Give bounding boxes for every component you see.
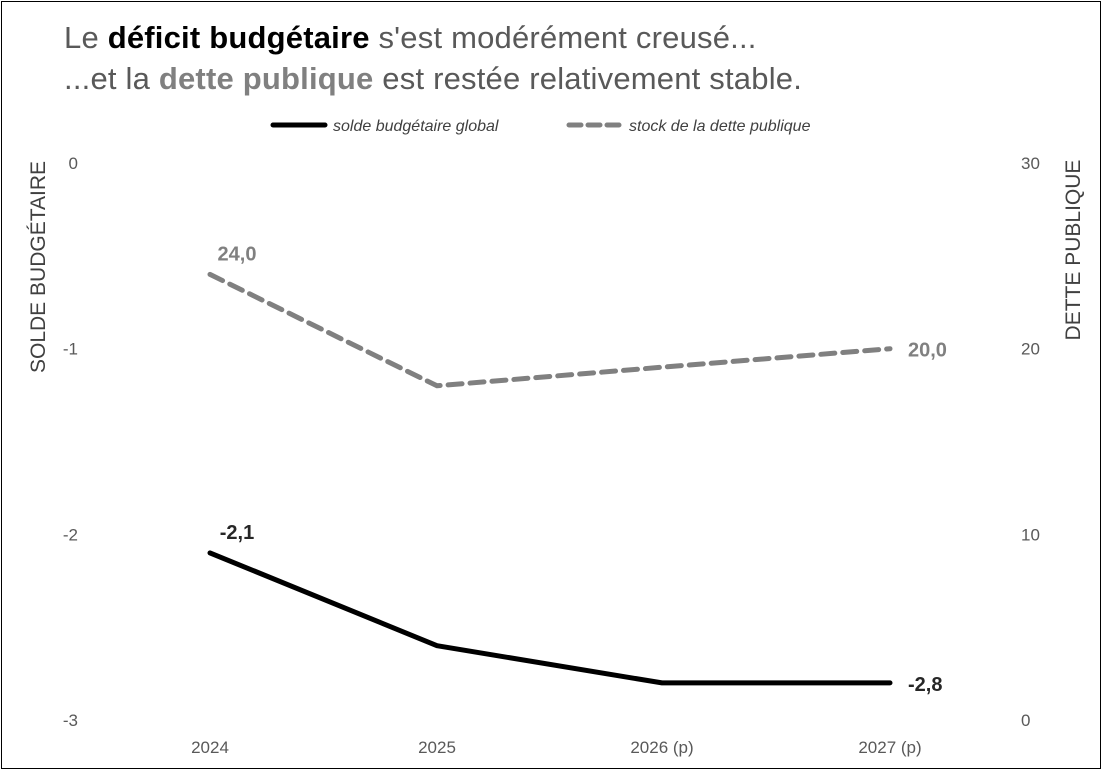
left-tick-label: 0: [69, 154, 78, 173]
right-axis-title: DETTE PUBLIQUE: [1062, 160, 1085, 341]
series-line-dette: [207, 271, 893, 389]
data-label: -2,8: [908, 674, 942, 696]
legend-label-dette: stock de la dette publique: [629, 118, 811, 135]
right-tick-label: 0: [1021, 711, 1030, 730]
data-label: -2,1: [220, 522, 254, 544]
right-tick-label: 30: [1021, 154, 1040, 173]
series-line-solde: [207, 550, 893, 686]
x-axis-ticks: 2024 2025 2026 (p) 2027 (p): [191, 738, 922, 757]
x-tick-label: 2026 (p): [630, 738, 693, 757]
x-tick-label: 2027 (p): [858, 738, 921, 757]
title-line-1-before: Le: [64, 20, 108, 55]
title-line-2-emphasis: dette publique: [158, 61, 374, 96]
title-line-2-before: ...et la: [64, 61, 159, 96]
title-line-1-after: s'est modérément creusé...: [369, 20, 757, 55]
data-label: 24,0: [218, 243, 257, 265]
right-tick-label: 20: [1021, 340, 1040, 359]
left-tick-label: -2: [63, 525, 78, 544]
right-axis-ticks: 30 20 10 0: [1021, 154, 1040, 730]
left-axis-ticks: 0 -1 -2 -3: [63, 154, 78, 730]
legend: solde budgétaire global stock de la dett…: [270, 118, 811, 135]
x-tick-label: 2025: [418, 738, 456, 757]
left-tick-label: -1: [63, 340, 78, 359]
title-line-1-emphasis: déficit budgétaire: [107, 20, 370, 55]
data-label: 20,0: [908, 340, 947, 362]
series-layer: [207, 271, 893, 686]
data-labels: -2,1 -2,8 24,0 20,0: [218, 243, 947, 695]
title-line-2: ...et la dette publique est restée relat…: [64, 61, 802, 97]
left-tick-label: -3: [63, 711, 78, 730]
right-tick-label: 10: [1021, 525, 1040, 544]
x-tick-label: 2024: [191, 738, 229, 757]
title-line-1: Le déficit budgétaire s'est modérément c…: [64, 20, 757, 56]
left-axis-title: SOLDE BUDGÉTAIRE: [27, 161, 50, 373]
legend-label-solde: solde budgétaire global: [333, 118, 499, 135]
title-line-2-after: est restée relativement stable.: [373, 61, 803, 96]
